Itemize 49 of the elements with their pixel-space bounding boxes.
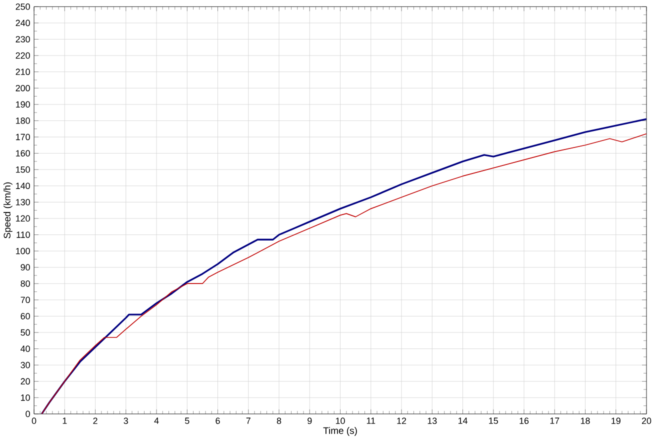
y-tick-label: 0 bbox=[26, 410, 30, 417]
y-axis-title: Speed (km/h) bbox=[4, 182, 12, 238]
x-tick-label: 5 bbox=[185, 417, 190, 424]
x-tick-label: 4 bbox=[154, 417, 159, 424]
y-tick-label: 130 bbox=[16, 198, 30, 206]
y-tick-label: 70 bbox=[20, 296, 30, 303]
y-tick-label: 10 bbox=[21, 394, 30, 401]
y-tick-label: 90 bbox=[20, 264, 30, 270]
x-tick-label: 19 bbox=[612, 417, 620, 424]
x-tick-label: 7 bbox=[246, 417, 250, 424]
y-tick-label: 120 bbox=[16, 215, 30, 222]
y-tick-label: 170 bbox=[16, 134, 30, 140]
x-tick-label: 9 bbox=[308, 417, 312, 424]
x-tick-label: 14 bbox=[458, 417, 468, 424]
y-tick-label: 20 bbox=[20, 378, 30, 384]
x-tick-label: 15 bbox=[489, 417, 498, 424]
y-tick-label: 160 bbox=[16, 150, 30, 156]
y-tick-label: 240 bbox=[16, 20, 30, 26]
x-tick-label: 8 bbox=[276, 417, 282, 424]
y-tick-label: 50 bbox=[20, 329, 30, 336]
y-tick-label: 210 bbox=[16, 68, 30, 75]
x-tick-label: 2 bbox=[93, 417, 98, 424]
x-tick-label: 6 bbox=[216, 417, 220, 424]
x-tick-label: 17 bbox=[550, 417, 560, 424]
x-tick-label: 16 bbox=[520, 417, 529, 424]
y-tick-label: 80 bbox=[20, 280, 30, 287]
y-tick-label: 110 bbox=[16, 231, 30, 238]
y-tick-label: 180 bbox=[16, 117, 30, 124]
y-tick-label: 220 bbox=[16, 52, 30, 59]
x-tick-label: 10 bbox=[336, 417, 345, 424]
y-tick-label: 250 bbox=[16, 3, 30, 10]
y-tick-label: 140 bbox=[16, 182, 30, 189]
y-tick-label: 230 bbox=[16, 36, 30, 42]
x-tick-label: 20 bbox=[642, 417, 652, 424]
y-tick-label: 150 bbox=[16, 166, 30, 173]
x-tick-label: 1 bbox=[62, 417, 67, 424]
x-tick-label: 0 bbox=[32, 417, 36, 424]
x-axis-title: Time (s) bbox=[323, 426, 357, 436]
x-tick-label: 11 bbox=[366, 417, 376, 424]
x-tick-label: 18 bbox=[580, 417, 590, 424]
x-tick-label: 13 bbox=[428, 417, 437, 424]
x-tick-label: 12 bbox=[397, 417, 406, 424]
y-tick-label: 190 bbox=[16, 101, 30, 108]
y-tick-label: 40 bbox=[20, 345, 30, 352]
x-tick-label: 3 bbox=[124, 417, 128, 424]
y-tick-label: 30 bbox=[20, 362, 30, 368]
y-tick-label: 200 bbox=[16, 84, 30, 92]
y-tick-label: 60 bbox=[20, 312, 30, 320]
y-tick-label: 100 bbox=[16, 248, 30, 254]
